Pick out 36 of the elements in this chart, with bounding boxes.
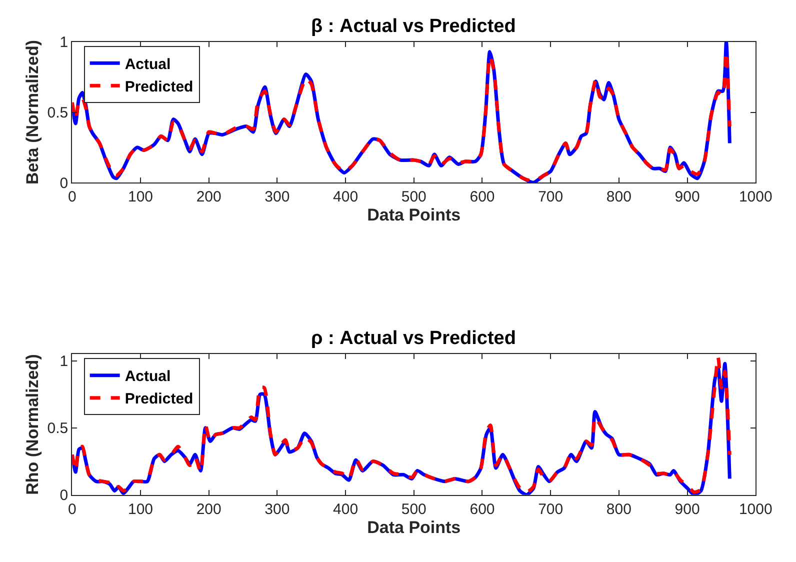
y-tick-label: 1 [60, 34, 68, 52]
x-tick-label: 300 [264, 188, 290, 206]
x-tick-label: 1000 [738, 188, 772, 206]
x-tick-label: 600 [470, 500, 495, 518]
x-tick-label: 700 [538, 188, 564, 206]
legend-label: Predicted [124, 390, 194, 408]
x-tick-label: 800 [606, 500, 632, 518]
x-tick-label: 800 [606, 188, 632, 206]
x-tick-label: 100 [128, 188, 154, 206]
x-tick-label: 500 [401, 188, 426, 206]
x-tick-label: 400 [333, 188, 358, 206]
x-tick-label: 600 [470, 188, 495, 206]
legend-label: Actual [124, 56, 171, 73]
x-tick-label: 300 [264, 500, 290, 518]
y-tick-label: 0 [60, 487, 68, 504]
x-tick-label: 700 [538, 500, 564, 518]
x-tick-label: 500 [401, 500, 426, 518]
chart-title: ρ : Actual vs Predicted [311, 328, 516, 349]
x-tick-label: 400 [333, 500, 358, 518]
x-axis-title: Data Points [367, 518, 461, 537]
y-tick-label: 0.5 [47, 420, 68, 438]
y-tick-label: 0 [60, 174, 68, 192]
x-axis-title: Data Points [367, 206, 461, 225]
legend-label: Actual [124, 368, 171, 386]
y-axis-title: Beta (Normalized) [22, 40, 42, 185]
x-tick-label: 900 [674, 500, 700, 518]
chart-title: β : Actual vs Predicted [311, 16, 516, 37]
x-tick-label: 200 [196, 188, 222, 206]
legend-label: Predicted [124, 78, 194, 96]
y-tick-label: 0.5 [47, 104, 68, 122]
y-tick-label: 1 [60, 353, 68, 370]
x-tick-label: 1000 [738, 500, 772, 518]
y-axis-title: Rho (Normalized) [22, 354, 42, 495]
x-tick-label: 100 [128, 500, 154, 518]
x-tick-label: 900 [674, 188, 700, 206]
x-tick-label: 200 [196, 500, 222, 518]
